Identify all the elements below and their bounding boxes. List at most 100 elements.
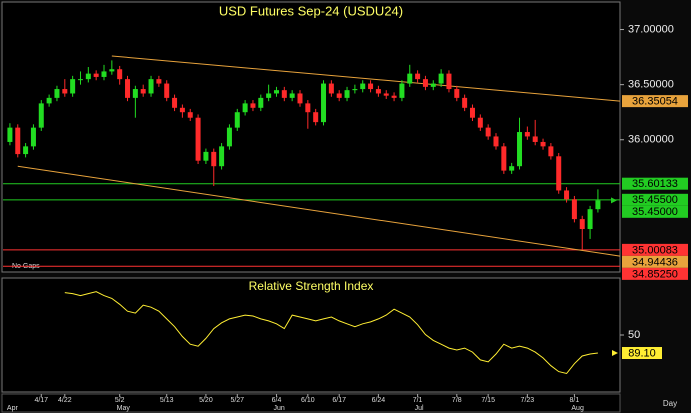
candle-body (383, 93, 389, 96)
x-tick-label: 7/8 (452, 397, 462, 404)
y-tick-label: 36.50000 (628, 79, 674, 91)
x-tick-label: 6/24 (372, 397, 386, 404)
candle-body (422, 79, 428, 87)
candle-body (532, 136, 538, 142)
candle-body (172, 97, 178, 108)
candle-body (485, 127, 491, 137)
candle-body (140, 89, 146, 94)
candle-body (517, 132, 523, 167)
price-tag-label: 34.85250 (632, 268, 678, 280)
price-tag-label: 36.35054 (632, 96, 678, 108)
price-tag (622, 193, 688, 206)
candle-body (46, 97, 52, 104)
candle-body (556, 156, 562, 191)
candle-body (548, 146, 554, 157)
price-tag (622, 267, 688, 280)
candle-body (148, 79, 154, 94)
candle-body (203, 151, 209, 161)
month-label: Apr (7, 405, 19, 412)
candle-body (501, 146, 507, 171)
candle-body (391, 95, 397, 98)
x-tick-label: 7/15 (481, 397, 495, 404)
x-tick-label: 7/23 (521, 397, 535, 404)
x-tick-label: 5/13 (160, 397, 174, 404)
candle-body (477, 117, 483, 128)
y-tick-label: 36.00000 (628, 134, 674, 146)
candle-body (77, 79, 83, 81)
candle-body (446, 73, 452, 90)
candle-body (266, 93, 272, 98)
rsi-tag-label: 89.10 (628, 347, 656, 359)
candle-body (30, 127, 36, 147)
candle-body (595, 200, 601, 210)
price-tag-label: 35.00083 (632, 244, 678, 256)
candle-body (297, 93, 303, 104)
candle-body (93, 73, 99, 77)
month-label: Jul (415, 405, 424, 412)
candle-body (281, 90, 287, 98)
candle-body (454, 89, 460, 98)
x-tick-label: 5/20 (199, 397, 213, 404)
month-label: May (117, 405, 131, 412)
candle-body (62, 89, 68, 94)
candle-body (469, 107, 475, 118)
candle-body (430, 83, 436, 87)
chart-title: USD Futures Sep-24 (USDU24) (219, 3, 403, 18)
candle-body (164, 83, 170, 98)
candle-body (375, 89, 381, 94)
price-tag-label: 35.60133 (632, 178, 678, 190)
candle-body (321, 83, 327, 123)
price-tag-label: 35.45500 (632, 194, 678, 206)
candle-body (336, 93, 342, 98)
candle-body (242, 103, 248, 113)
candle-body (211, 151, 217, 167)
x-tick-label: 5/27 (230, 397, 244, 404)
candle-body (109, 69, 115, 72)
price-tag-label: 35.45000 (632, 206, 678, 218)
candle-body (328, 83, 334, 94)
candle-body (258, 97, 264, 108)
candle-body (195, 117, 201, 161)
candle-body (360, 83, 366, 90)
candle-body (234, 112, 240, 128)
last-price-arrow (611, 197, 617, 204)
candle-body (564, 190, 570, 200)
rsi-panel (1, 277, 621, 393)
y-tick-label: 37.00000 (628, 23, 674, 35)
candle-body (250, 103, 256, 108)
x-tick-label: 5/2 (115, 397, 125, 404)
candle-body (273, 90, 279, 94)
price-tag (622, 243, 688, 256)
candle-body (462, 97, 468, 108)
rsi-title: Relative Strength Index (249, 279, 374, 293)
candle-body (70, 79, 76, 94)
y-tick-label: 50 (628, 329, 640, 341)
month-label: Jun (273, 405, 284, 412)
candle-body (509, 166, 515, 171)
x-tick-label: 6/10 (301, 397, 315, 404)
period-label: Day (663, 399, 677, 408)
candle-body (226, 127, 232, 147)
candle-body (571, 199, 577, 220)
candle-body (132, 89, 138, 98)
candle-body (179, 107, 185, 113)
price-tag (622, 177, 688, 190)
x-tick-label: 6/4 (272, 397, 282, 404)
rsi-arrow (612, 350, 618, 357)
price-tag (622, 255, 688, 268)
candle-body (187, 112, 193, 118)
candle-body (579, 219, 585, 230)
trend-line (111, 55, 621, 102)
candle-body (125, 79, 131, 98)
candle-body (117, 69, 123, 80)
candle-body (438, 73, 444, 84)
candle-body (85, 73, 91, 80)
candle-body (368, 83, 374, 90)
rsi-tag (622, 347, 662, 360)
candle-body (305, 103, 311, 113)
candle-body (219, 146, 225, 167)
candle-body (587, 209, 593, 230)
price-tag (622, 95, 688, 108)
candle-body (101, 71, 107, 77)
